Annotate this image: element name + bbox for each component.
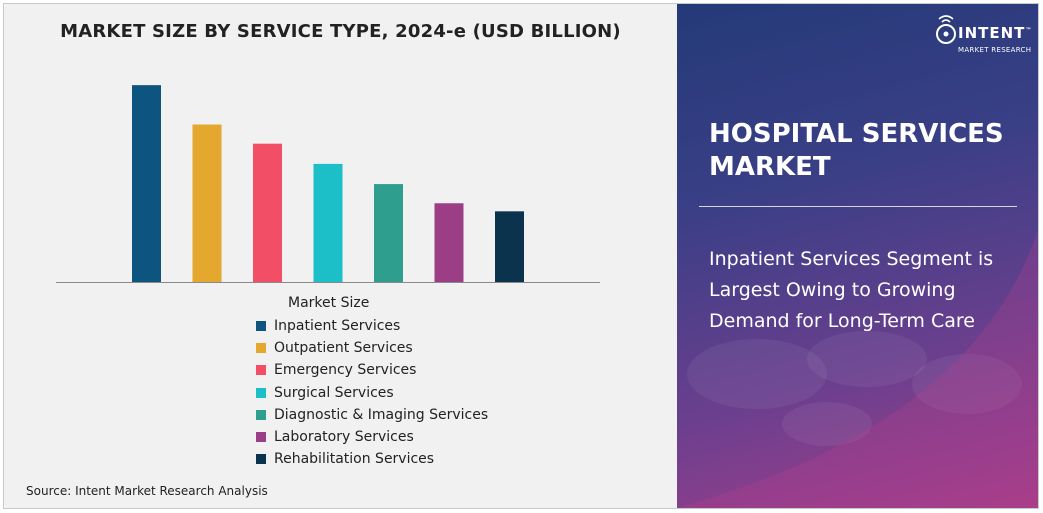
chart-title: MARKET SIZE BY SERVICE TYPE, 2024-e (USD… — [60, 21, 621, 42]
logo-wordmark: INTENT™ — [958, 24, 1033, 42]
legend-label: Outpatient Services — [274, 340, 413, 357]
legend-item: Rehabilitation Services — [256, 448, 488, 470]
legend-label: Emergency Services — [274, 362, 417, 379]
legend-item: Emergency Services — [256, 359, 488, 381]
intent-logo: INTENT™ MARKET RESEARCH — [932, 14, 1032, 62]
signal-wave-icon — [936, 15, 956, 44]
legend-item: Diagnostic & Imaging Services — [256, 404, 488, 426]
world-map-decoration — [677, 229, 1038, 508]
legend-swatch — [256, 343, 266, 354]
legend-swatch — [256, 387, 266, 398]
legend-label: Surgical Services — [274, 384, 394, 401]
logo-subtitle: MARKET RESEARCH — [958, 46, 1032, 54]
bar-surgical-services — [313, 163, 343, 282]
source-note: Source: Intent Market Research Analysis — [26, 484, 268, 498]
legend-label: Laboratory Services — [274, 429, 414, 446]
legend-item: Surgical Services — [256, 382, 488, 404]
chart-panel: MARKET SIZE BY SERVICE TYPE, 2024-e (USD… — [4, 4, 677, 508]
bar-laboratory-services — [434, 203, 464, 282]
legend-swatch — [256, 432, 266, 443]
legend-label: Rehabilitation Services — [274, 451, 435, 468]
bar-outpatient-services — [192, 124, 222, 282]
legend-title: Market Size — [288, 295, 370, 311]
bar-emergency-services — [253, 143, 282, 282]
legend-item: Laboratory Services — [256, 426, 488, 448]
market-title: HOSPITAL SERVICES MARKET — [709, 119, 1004, 182]
infographic-frame: MARKET SIZE BY SERVICE TYPE, 2024-e (USD… — [3, 3, 1039, 509]
legend-swatch — [256, 454, 266, 465]
chart-legend: Market Size Inpatient Services Outpatient… — [256, 295, 488, 470]
key-insight-text: Inpatient Services Segment is Largest Ow… — [709, 248, 994, 332]
legend-items: Inpatient Services Outpatient Services Eme… — [256, 315, 488, 470]
legend-swatch — [256, 321, 266, 332]
legend-swatch — [256, 365, 266, 376]
legend-item: Inpatient Services — [256, 315, 488, 337]
legend-label: Inpatient Services — [274, 318, 401, 335]
bar-inpatient-services — [132, 85, 161, 283]
legend-label: Diagnostic & Imaging Services — [274, 406, 489, 423]
market-summary-panel: INTENT™ MARKET RESEARCH HOSPITAL SERVICE… — [677, 4, 1038, 508]
divider — [699, 206, 1017, 207]
bar-chart — [56, 85, 600, 283]
legend-item: Outpatient Services — [256, 337, 488, 359]
legend-swatch — [256, 409, 266, 420]
bar-diagnostic-imaging-services — [374, 184, 403, 282]
bar-rehabilitation-services — [495, 211, 524, 282]
